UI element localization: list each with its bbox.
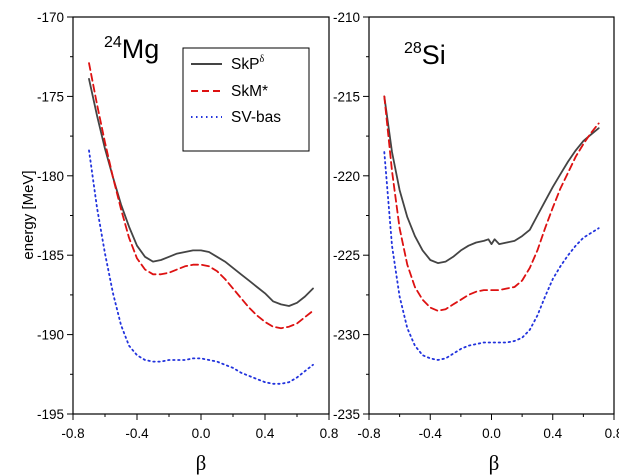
panel-title-element-left: 24Mg <box>104 34 159 64</box>
x-tick-label-left-4: 0.8 <box>320 426 339 441</box>
y-axis-label: energy [MeV] <box>20 170 37 259</box>
x-tick-label-left-1: -0.4 <box>125 426 149 441</box>
legend-label-skp-sup: δ <box>259 54 264 65</box>
x-tick-label-right-3: 0.4 <box>543 426 562 441</box>
x-tick-label-right-2: 0.0 <box>482 426 501 441</box>
panel-title-symbol-left: Mg <box>122 34 160 64</box>
series-line-left-2 <box>88 149 314 385</box>
y-tick-label-right-1: -215 <box>333 89 360 104</box>
series-line-right-0 <box>383 95 600 265</box>
y-tick-label-left-3: -185 <box>37 248 64 263</box>
series-line-right-1 <box>383 95 600 312</box>
x-tick-label-right-1: -0.4 <box>419 426 443 441</box>
y-tick-label-right-0: -210 <box>333 10 360 25</box>
legend-label-svbas: SV-bas <box>231 109 281 126</box>
x-tick-label-left-3: 0.4 <box>256 426 275 441</box>
x-axis-label-right: β <box>489 451 500 475</box>
panel-si28: -0.8 -0.4 0.0 0.4 0.8 -210 -215 -220 -225 -230 -23… <box>333 10 619 475</box>
y-tick-label-right-2: -220 <box>333 169 360 184</box>
y-tick-label-right-5: -235 <box>333 407 360 422</box>
y-tick-label-left-2: -180 <box>37 169 64 184</box>
panel-title-symbol-right: Si <box>422 40 446 70</box>
plot-frame-right <box>368 16 615 415</box>
panel-title-mass-left: 24 <box>104 34 122 51</box>
series-lines-left <box>88 62 314 385</box>
legend-box <box>182 47 310 152</box>
y-tick-label-left-4: -190 <box>37 328 64 343</box>
legend-label-skp-text: SkP <box>231 56 259 73</box>
series-line-left-0 <box>88 78 314 307</box>
y-tick-label-left-5: -195 <box>37 407 64 422</box>
y-tick-label-left-1: -175 <box>37 89 64 104</box>
panel-title-element-right: 28Si <box>404 40 446 70</box>
x-tick-label-left-0: -0.8 <box>61 426 84 441</box>
x-tick-label-left-2: 0.0 <box>192 426 211 441</box>
y-tick-label-left-0: -170 <box>37 10 64 25</box>
x-axis-label-left: β <box>196 451 207 475</box>
panel-mg24: -0.8 -0.4 0.0 0.4 0.8 -170 -175 -180 -185 -190 -19… <box>20 10 338 475</box>
legend: SkPδ SkM* SV-bas <box>182 47 310 152</box>
series-line-right-2 <box>383 151 600 361</box>
panel-title-mass-right: 28 <box>404 40 422 57</box>
series-lines-right <box>383 95 600 361</box>
x-tick-label-right-4: 0.8 <box>605 426 619 441</box>
series-line-left-1 <box>88 62 314 330</box>
axis-ticks-right: -0.8 -0.4 0.0 0.4 0.8 -210 -215 -220 -225 -230 -23… <box>333 10 619 441</box>
legend-label-skm: SkM* <box>231 83 268 100</box>
y-tick-label-right-4: -230 <box>333 328 360 343</box>
legend-label-skp: SkPδ <box>231 54 264 73</box>
x-tick-label-right-0: -0.8 <box>357 426 380 441</box>
axis-ticks-left: -0.8 -0.4 0.0 0.4 0.8 -170 -175 -180 -185 -190 -19… <box>37 10 338 441</box>
y-tick-label-right-3: -225 <box>333 248 360 263</box>
